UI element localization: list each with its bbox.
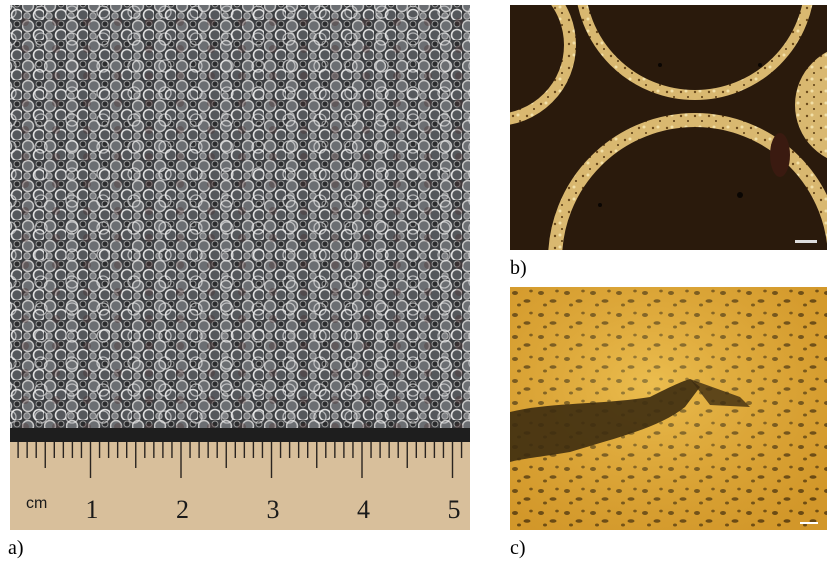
ruler-number: 4: [357, 495, 370, 524]
ruler-number: 1: [86, 495, 99, 524]
panel-label: b): [510, 257, 527, 279]
panel-label: c): [510, 537, 526, 559]
figure: cm 1 2 3 4 5 a) b) c): [0, 0, 827, 561]
foam-texture: [10, 5, 470, 440]
micrograph-c: [510, 287, 827, 530]
ruler-number: 3: [267, 495, 280, 524]
ruler-number: 5: [448, 495, 461, 524]
panel-a: cm 1 2 3 4 5 a): [8, 5, 470, 559]
panel-c: c): [510, 287, 827, 559]
foam-edge: [10, 428, 470, 442]
ruler: [10, 442, 470, 530]
ruler-number: 2: [176, 495, 189, 524]
ruler-unit: cm: [26, 495, 47, 512]
panel-label: a): [8, 537, 24, 559]
